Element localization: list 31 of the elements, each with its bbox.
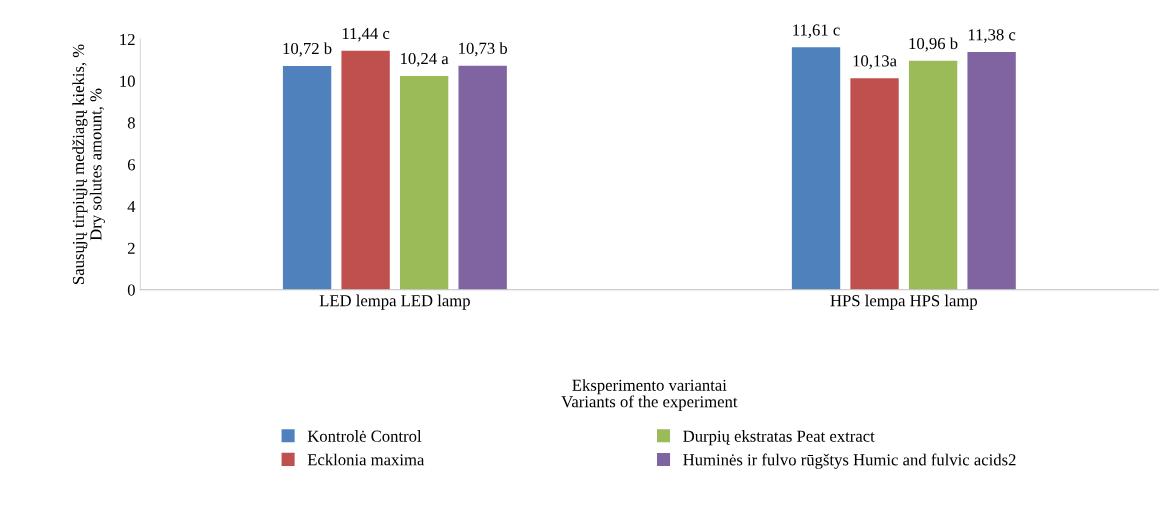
legend-label: Huminės ir fulvo rūgštys Humic and fulvic acids2 [683,453,1016,469]
bar [908,60,958,290]
data-label: 11,38 c [968,29,1016,43]
y-tick-label: 6 [127,159,136,171]
y-tick-label: 12 [120,33,135,45]
data-label: 11,61 c [793,24,840,38]
x-axis-title: Eksperimento variantai Variants of the experiment [561,379,738,411]
legend-label: Ecklonia maxima [307,453,425,466]
x-tick-label: HPS lempa HPS lamp [830,294,978,310]
y-tick-label: 8 [127,117,135,129]
y-axis-title: Sausųjų tirpiųjų medžiagų kiekis, % Dry solutes amount, % [72,44,105,284]
data-label: 11,44 c [342,27,390,42]
bar [399,75,449,290]
bar [458,65,507,290]
y-tick-label: 0 [127,284,135,296]
bar [791,47,841,290]
bar [850,78,899,290]
legend-label: Durpių ekstratas Peat extract [683,430,875,446]
data-label: 10,96 b [909,37,958,52]
y-tick-label: 4 [127,201,136,212]
data-label: 10,13a [853,55,897,69]
legend-label: Kontrolė Control [307,430,422,442]
y-tick-label: 10 [120,75,135,87]
data-label: 10,73 b [459,42,508,57]
data-label: 10,72 b [283,42,332,57]
y-tick-label: 2 [127,242,135,254]
data-label: 10,24 a [401,52,449,67]
bar [967,52,1016,290]
bar [282,65,332,290]
bar [341,50,390,290]
x-tick-label: LED lempa LED lamp [319,294,470,310]
